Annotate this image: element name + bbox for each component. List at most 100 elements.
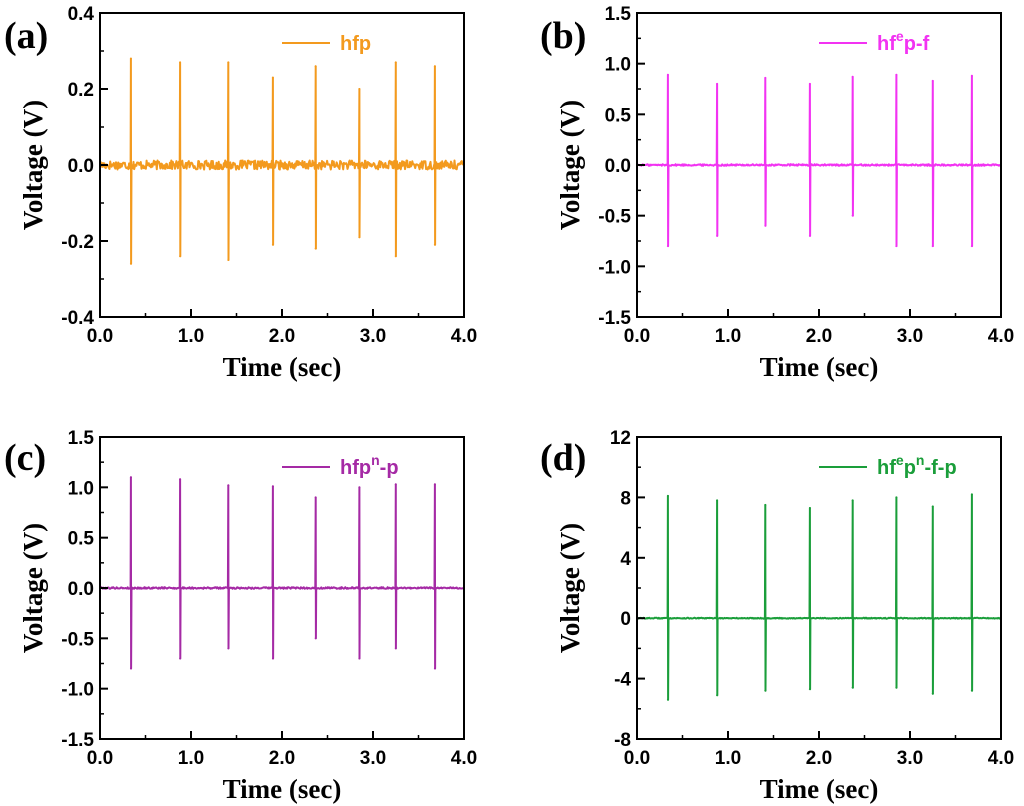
y-axis-title: Voltage (V) — [18, 100, 48, 230]
legend-label-part: p-f — [904, 33, 930, 55]
legend-label: hfep-f — [877, 28, 930, 55]
spike-peak — [358, 88, 361, 90]
spike-trough — [970, 245, 973, 248]
panel-b: (b) 0.0 1.0 2.0 3.0 4.0 -1.5 -1.0 -0.5 0.0 0.5 1.0 1… — [540, 4, 1014, 382]
y-tick-label: -1.0 — [61, 680, 94, 701]
x-tick-label: 0.0 — [624, 326, 650, 347]
spike-peak — [227, 61, 230, 64]
spike-peak — [433, 65, 436, 68]
y-tick-label: 0.0 — [68, 156, 94, 177]
series-line — [636, 493, 1002, 701]
y-tick-label: -4 — [614, 670, 631, 691]
spike-peak — [931, 505, 934, 508]
spike-peak — [808, 506, 811, 509]
y-tick-label: -1.5 — [61, 730, 94, 751]
spike-trough — [129, 262, 132, 265]
spike-peak — [227, 484, 230, 487]
spike-trough — [394, 647, 397, 650]
spike-peak — [895, 73, 898, 76]
legend-label-part: hfp — [340, 33, 371, 55]
x-tick-label: 4.0 — [451, 326, 477, 347]
y-tick-label: 0.0 — [68, 579, 94, 600]
x-tick-label: 3.0 — [897, 326, 923, 347]
legend-label: hfepn-f-p — [877, 452, 957, 479]
legend-label-part: hf — [877, 457, 896, 479]
y-tick-label: 0.5 — [605, 105, 632, 126]
spike-trough — [764, 224, 767, 227]
legend-label-part: hfp — [340, 457, 371, 479]
legend-label: hfp — [340, 33, 371, 55]
spike-peak — [764, 76, 767, 79]
spike-peak — [433, 483, 436, 486]
legend-label-part: hf — [877, 33, 896, 55]
y-tick-label: 0.2 — [68, 80, 94, 101]
legend-label-part: -f-p — [924, 457, 956, 479]
y-tick-label: 0 — [620, 609, 631, 630]
spike-trough — [394, 255, 397, 258]
spike-trough — [358, 236, 361, 239]
spike-peak — [970, 493, 973, 496]
panel-label: (d) — [540, 437, 586, 479]
x-tick-label: 1.0 — [178, 326, 204, 347]
spike-peak — [931, 79, 934, 82]
y-axis-title: Voltage (V) — [18, 523, 48, 653]
spike-peak — [179, 61, 182, 64]
spike-trough — [970, 689, 973, 692]
y-axis-title: Voltage (V) — [555, 523, 585, 653]
spike-trough — [716, 234, 719, 237]
series-line — [636, 73, 1002, 248]
plot-frame — [636, 436, 1002, 740]
spike-trough — [179, 657, 182, 660]
y-tick-label: 0.4 — [68, 4, 95, 25]
x-tick-label: 1.0 — [715, 326, 741, 347]
x-axis-title: Time (sec) — [760, 774, 879, 804]
spike-peak — [666, 73, 669, 76]
y-tick-label: 1.5 — [68, 428, 95, 449]
legend: hfpn-p — [282, 452, 399, 479]
series-line — [99, 476, 465, 670]
panel-label: (a) — [4, 15, 48, 57]
x-tick-label: 4.0 — [988, 748, 1014, 769]
y-tick-label: -0.5 — [61, 629, 94, 650]
y-tick-label: 1.0 — [605, 55, 631, 76]
y-tick-label: -8 — [614, 730, 631, 751]
spike-trough — [666, 698, 669, 701]
spike-peak — [394, 61, 397, 64]
spike-peak — [129, 476, 132, 479]
spike-trough — [931, 245, 934, 248]
spike-trough — [129, 667, 132, 670]
spike-trough — [716, 694, 719, 697]
x-tick-label: 0.0 — [87, 326, 113, 347]
spike-trough — [851, 686, 854, 689]
y-tick-label: 1.5 — [605, 4, 632, 25]
spike-trough — [895, 245, 898, 248]
y-tick-label: 0.5 — [68, 529, 95, 550]
spike-trough — [808, 234, 811, 237]
spike-peak — [666, 494, 669, 497]
y-axis-title: Voltage (V) — [555, 100, 585, 230]
legend-superscript: e — [896, 452, 904, 468]
spike-trough — [314, 637, 317, 640]
y-tick-label: 1.0 — [68, 478, 94, 499]
spike-peak — [314, 496, 317, 499]
panel-d: (d) 0.0 1.0 2.0 3.0 4.0 -8 -4 0 4 8 12 Time (sec) Vol… — [540, 428, 1014, 804]
panel-c: (c) 0.0 1.0 2.0 3.0 4.0 -1.5 -1.0 -0.5 0.0 0.5 1.0 1… — [4, 428, 477, 804]
spike-trough — [227, 647, 230, 650]
spike-peak — [895, 496, 898, 499]
x-tick-label: 1.0 — [178, 748, 204, 769]
x-tick-label: 3.0 — [897, 748, 923, 769]
x-tick-label: 3.0 — [360, 748, 386, 769]
x-tick-label: 2.0 — [269, 326, 295, 347]
legend-superscript: n — [916, 452, 925, 468]
legend-label-part: p — [904, 457, 916, 479]
x-tick-label: 2.0 — [806, 748, 832, 769]
panel-label: (c) — [4, 437, 46, 479]
x-axis-title: Time (sec) — [760, 352, 879, 382]
y-tick-label: -0.2 — [61, 232, 94, 253]
spike-trough — [666, 245, 669, 248]
spike-trough — [271, 243, 274, 246]
spike-trough — [271, 657, 274, 660]
y-tick-label: -0.4 — [61, 308, 94, 329]
spike-peak — [358, 486, 361, 489]
